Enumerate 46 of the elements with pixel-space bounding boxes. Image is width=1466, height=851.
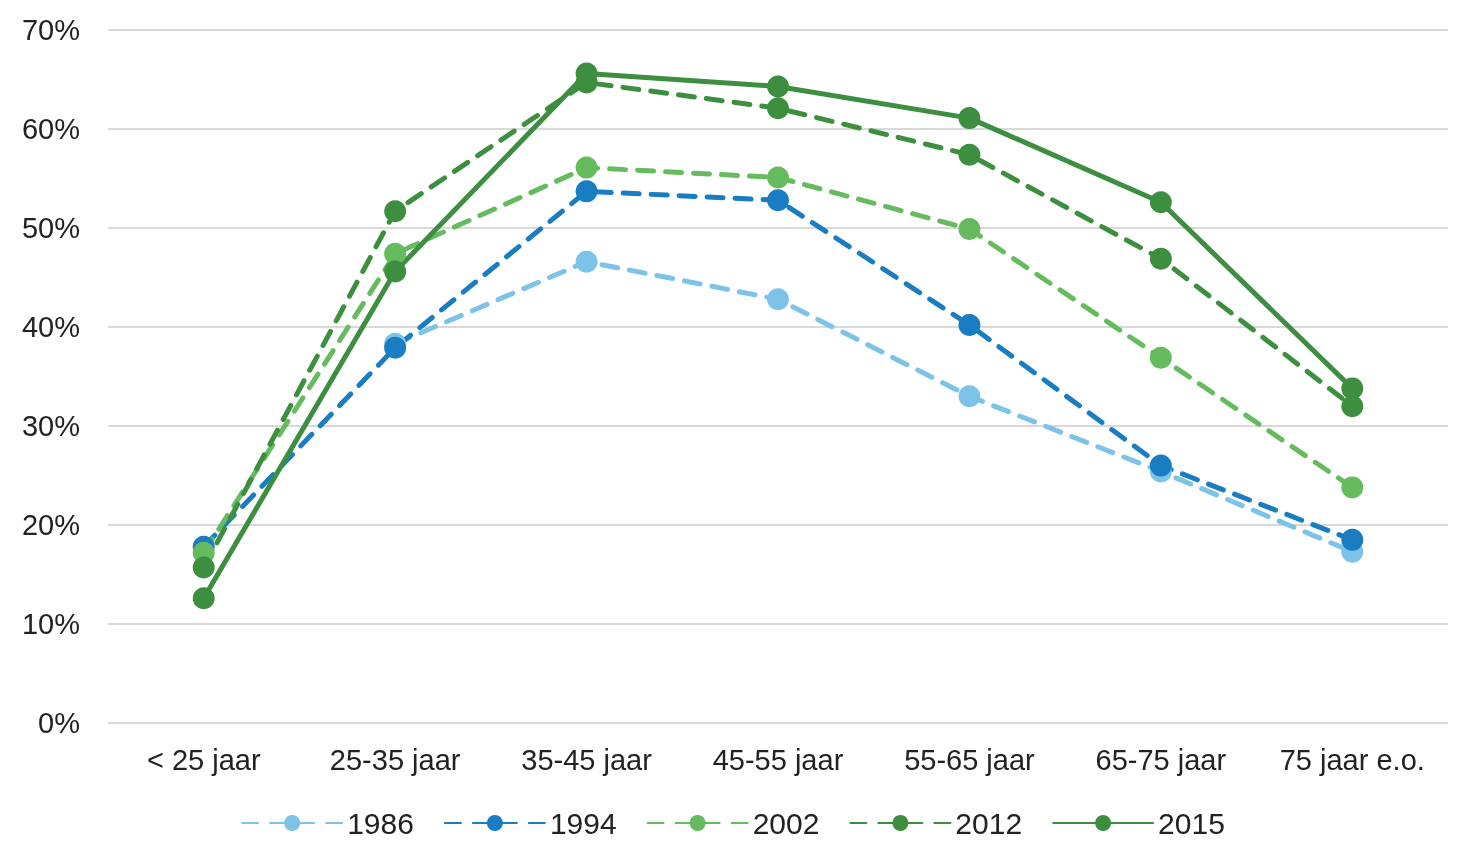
x-tick-label: 55-65 jaar [904, 743, 1036, 776]
x-tick-label: 35-45 jaar [521, 743, 653, 776]
point [767, 97, 789, 120]
legend-label: 1986 [347, 806, 414, 840]
legend-label: 1994 [549, 806, 617, 840]
point [958, 143, 981, 166]
point [958, 385, 981, 408]
y-tick-label: 60% [21, 113, 80, 145]
point [767, 75, 789, 98]
point [958, 107, 981, 130]
x-tick-label: < 25 jaar [146, 743, 261, 776]
point [575, 180, 598, 203]
x-tick-label: 65-75 jaar [1095, 743, 1227, 776]
y-tick-label: 10% [21, 608, 80, 640]
x-tick-label: 45-55 jaar [712, 743, 844, 776]
point [1341, 395, 1364, 418]
point [575, 156, 598, 179]
point [575, 250, 598, 273]
x-tick-label: 25-35 jaar [329, 743, 461, 776]
legend-label: 2012 [955, 806, 1023, 840]
legend-label: 2002 [752, 806, 820, 840]
point [1341, 377, 1364, 400]
point [958, 218, 981, 240]
legend-label: 2015 [1158, 806, 1225, 840]
point [1149, 247, 1172, 270]
point [767, 189, 789, 212]
point [958, 314, 981, 337]
y-tick-label: 40% [21, 311, 80, 343]
point [1149, 454, 1172, 477]
point [1149, 346, 1172, 369]
point [1341, 528, 1364, 551]
point [384, 242, 407, 265]
point [1149, 191, 1172, 214]
x-tick-label: 75 jaar e.o. [1279, 743, 1425, 776]
point [192, 556, 215, 579]
point [767, 166, 789, 189]
point [192, 587, 215, 610]
y-tick-label: 0% [38, 707, 80, 739]
y-tick-label: 50% [21, 212, 80, 244]
point [767, 288, 789, 311]
point [384, 200, 407, 223]
y-tick-label: 70% [21, 14, 80, 46]
y-tick-label: 20% [21, 509, 80, 541]
point [384, 260, 407, 283]
y-tick-label: 30% [21, 410, 80, 442]
point [1341, 476, 1364, 499]
